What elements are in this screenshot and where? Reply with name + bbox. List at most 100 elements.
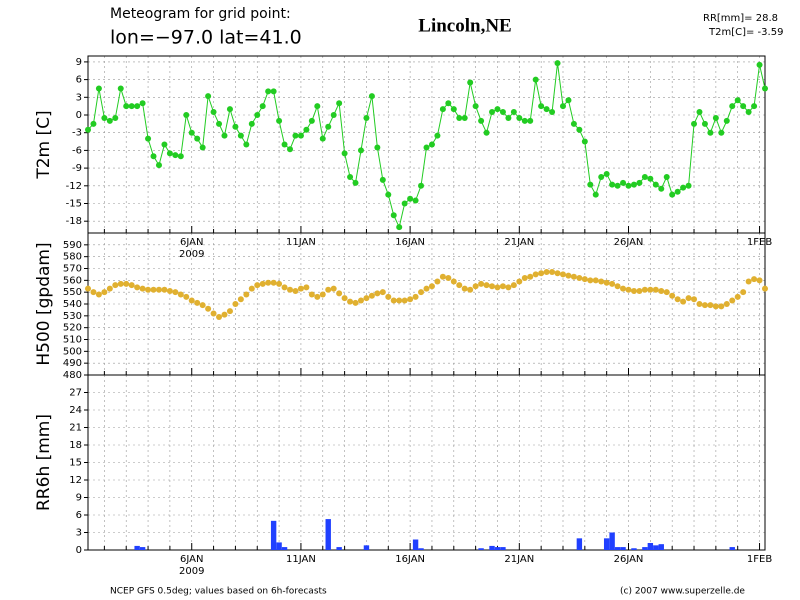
point [576, 126, 583, 133]
x-tick-label: 16JAN [395, 237, 425, 248]
point [516, 114, 523, 121]
point [472, 283, 479, 290]
point [161, 141, 168, 148]
point [232, 123, 239, 130]
point [276, 117, 283, 124]
point [412, 197, 419, 204]
point [330, 285, 337, 292]
point [259, 280, 266, 287]
point [592, 277, 599, 284]
point [194, 299, 201, 306]
point [150, 286, 157, 293]
point [483, 282, 490, 289]
point [243, 291, 250, 298]
point [385, 293, 392, 300]
point [281, 141, 288, 148]
point [680, 298, 687, 305]
point [221, 311, 228, 318]
point [434, 278, 441, 285]
point [145, 135, 152, 142]
point [161, 286, 168, 293]
point [352, 179, 359, 186]
y-tick-label: 480 [63, 370, 82, 381]
point [85, 126, 91, 133]
point [357, 147, 364, 154]
bar [363, 545, 370, 550]
point [581, 276, 588, 283]
point [516, 278, 523, 285]
point [499, 109, 506, 116]
point [379, 176, 386, 183]
point [139, 100, 146, 107]
point [549, 269, 556, 276]
point [598, 278, 605, 285]
point [177, 153, 184, 160]
y-tick-label: 15 [69, 458, 82, 469]
point [587, 181, 594, 188]
point [723, 301, 730, 307]
point [478, 117, 485, 124]
point [521, 274, 528, 281]
y-tick-label: 550 [63, 287, 82, 298]
bar [647, 543, 654, 550]
point [658, 287, 665, 294]
point [95, 85, 102, 92]
point [418, 289, 425, 296]
point [630, 287, 637, 294]
point [221, 132, 228, 139]
point [554, 270, 561, 277]
point [128, 103, 135, 110]
point [150, 153, 157, 160]
x-tick-label: 26JAN [614, 237, 644, 248]
point [745, 278, 752, 285]
point [669, 191, 676, 198]
y-tick-label: 0 [76, 110, 82, 121]
y-tick-label: 570 [63, 264, 82, 275]
point [210, 310, 217, 317]
point [685, 182, 692, 189]
point [762, 285, 768, 292]
point [609, 181, 616, 188]
y-axis-label: T2m [C] [34, 110, 54, 179]
point [303, 126, 310, 133]
point [95, 291, 102, 298]
y-tick-label: 9 [76, 493, 82, 504]
point [139, 285, 146, 292]
bar [276, 542, 282, 550]
point [374, 144, 381, 151]
y-tick-label: 560 [63, 275, 82, 286]
point [210, 109, 217, 116]
point [554, 60, 561, 67]
y-tick-label: 18 [69, 440, 82, 451]
point [106, 117, 113, 124]
point [538, 270, 545, 277]
y-tick-label: 3 [76, 92, 82, 103]
point [669, 292, 676, 299]
point [287, 146, 294, 153]
point [565, 272, 572, 279]
point [647, 175, 654, 182]
point [101, 114, 108, 121]
point [308, 117, 315, 124]
point [390, 212, 397, 219]
point [445, 100, 452, 107]
point [461, 285, 468, 292]
point [538, 103, 545, 110]
point [336, 100, 343, 107]
point [723, 117, 730, 124]
point [718, 129, 725, 136]
point [254, 282, 261, 289]
point [352, 299, 359, 306]
x-tick-label: 6JAN [180, 237, 203, 248]
x-tick-label: 26JAN [614, 554, 644, 565]
point [407, 296, 414, 303]
point [636, 179, 643, 186]
point [570, 120, 577, 127]
point [237, 132, 244, 139]
point [347, 173, 354, 180]
point [216, 120, 223, 127]
y-tick-label: -18 [66, 216, 82, 227]
point [254, 112, 261, 118]
bar [478, 548, 484, 550]
point [188, 297, 195, 304]
